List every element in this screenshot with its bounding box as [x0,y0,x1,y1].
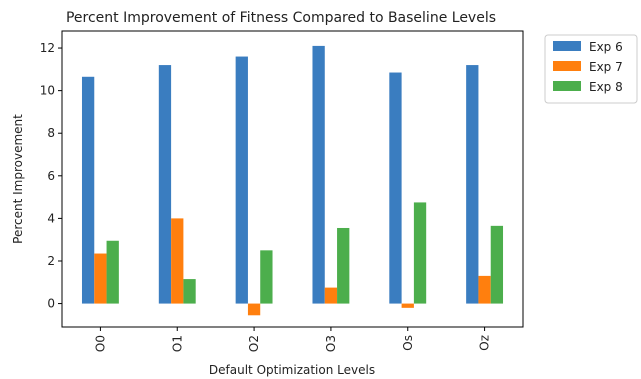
bar-exp-6-oz [466,65,479,304]
legend-label: Exp 6 [589,40,623,54]
y-axis-ticks: 0 2 4 6 8 10 12 [40,41,62,311]
bar-exp-7-o0 [94,253,107,304]
y-axis-label: Percent Improvement [11,114,25,244]
x-tick-label: O2 [247,335,261,352]
bar-exp-6-o2 [235,56,248,304]
x-tick-label: O3 [324,335,338,352]
bar-exp-8-o3 [337,227,350,304]
y-tick-label: 12 [40,41,55,55]
legend-swatch [553,41,581,51]
chart-title: Percent Improvement of Fitness Compared … [66,10,496,26]
legend-swatch [553,61,581,71]
legend-label: Exp 8 [589,80,623,94]
bar-exp-7-os [401,303,414,308]
y-tick-label: 0 [47,297,55,311]
bar-exp-8-os [413,202,427,304]
x-tick-label: Os [401,335,415,351]
bar-exp-8-oz [490,225,504,304]
y-tick-label: 6 [47,169,55,183]
y-tick-label: 2 [47,254,55,268]
bar-exp-8-o0 [106,240,119,304]
bars-group [81,45,504,316]
x-tick-label: O0 [93,335,107,352]
x-axis-ticks: O0 O1 O2 O3 Os Oz [93,327,492,352]
bar-exp-7-o1 [171,218,184,304]
y-tick-label: 10 [40,84,55,98]
bar-exp-8-o2 [260,250,273,304]
legend-label: Exp 7 [589,60,623,74]
plot-area [61,30,524,328]
bar-exp-6-o0 [81,76,95,304]
x-axis-label: Default Optimization Levels [209,363,375,377]
legend: Exp 6 Exp 7 Exp 8 [544,34,638,104]
plot-frame [61,30,524,328]
bar-exp-8-o1 [183,279,196,304]
x-tick-label: O1 [170,335,184,352]
bar-exp-7-o2 [247,303,261,316]
x-tick-label: Oz [478,335,492,351]
bar-exp-7-o3 [324,287,338,304]
y-tick-label: 4 [47,211,55,225]
bar-exp-6-o3 [312,45,325,304]
bar-exp-6-o1 [158,65,172,304]
bar-exp-7-oz [478,275,491,304]
legend-swatch [553,81,581,91]
bar-exp-6-os [389,72,402,304]
y-tick-label: 8 [47,126,55,140]
